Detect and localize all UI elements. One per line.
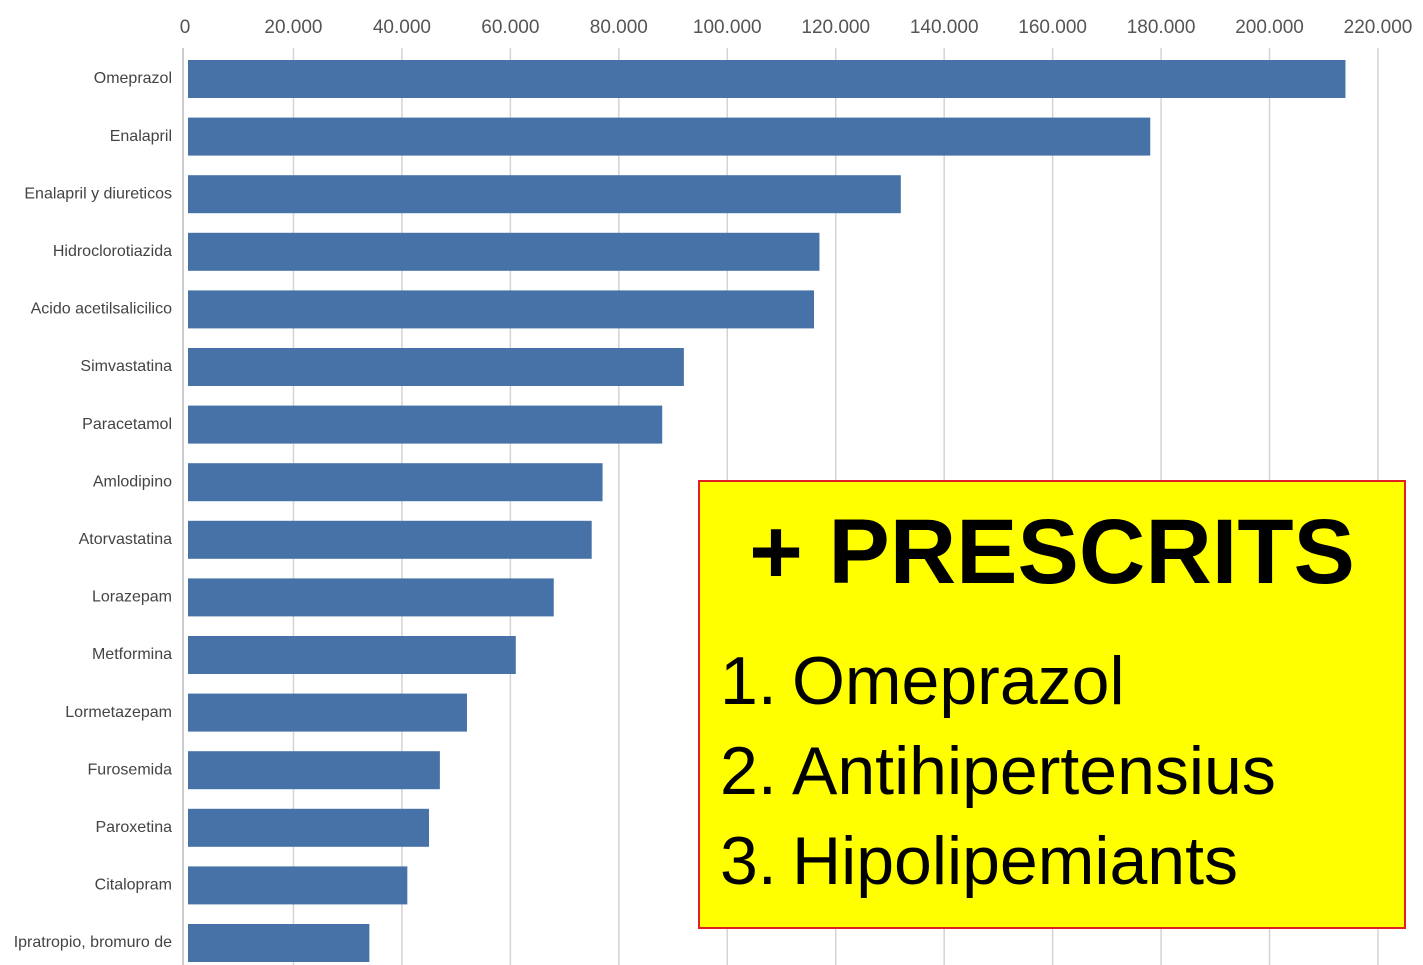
- bar: [188, 578, 554, 617]
- y-tick-label: Enalapril: [110, 128, 172, 145]
- x-tick-label: 80.000: [590, 17, 648, 38]
- annotation-box: + PRESCRITS 1. Omeprazol 2. Antihipertensiu…: [698, 480, 1406, 929]
- x-tick-label: 180.000: [1127, 17, 1196, 38]
- bar: [188, 636, 516, 674]
- bar: [188, 405, 663, 444]
- annotation-item: 2. Antihipertensius: [720, 732, 1276, 810]
- bar: [188, 232, 820, 271]
- bar: [188, 175, 901, 214]
- bar: [188, 348, 684, 386]
- x-tick-label: 0: [180, 17, 191, 38]
- x-tick-label: 60.000: [481, 17, 539, 38]
- x-tick-label: 140.000: [910, 17, 979, 38]
- annotation-item-text: Hipolipemiants: [792, 823, 1238, 899]
- y-tick-label: Metformina: [92, 646, 172, 663]
- annotation-item: 1. Omeprazol: [720, 642, 1125, 720]
- annotation-item-number: 3.: [720, 823, 777, 899]
- x-tick-label: 100.000: [693, 17, 762, 38]
- y-tick-label: Lorazepam: [92, 589, 172, 606]
- y-tick-label: Enalapril y diureticos: [24, 185, 172, 202]
- bar: [188, 924, 370, 962]
- bar: [188, 290, 815, 329]
- y-tick-label: Paracetamol: [82, 416, 172, 433]
- bar: [188, 866, 408, 905]
- y-tick-label: Acido acetilsalicilico: [31, 301, 172, 318]
- annotation-item: 3. Hipolipemiants: [720, 822, 1238, 900]
- y-tick-label: Omeprazol: [94, 70, 172, 87]
- x-tick-label: 120.000: [801, 17, 870, 38]
- annotation-title: + PRESCRITS: [749, 501, 1355, 603]
- x-tick-label: 40.000: [373, 17, 431, 38]
- y-tick-label: Hidroclorotiazida: [53, 243, 172, 260]
- y-tick-label: Ipratropio, bromuro de: [14, 934, 172, 951]
- y-tick-label: Amlodipino: [93, 473, 172, 490]
- annotation-item-text: Omeprazol: [792, 643, 1125, 719]
- y-tick-label: Paroxetina: [96, 819, 173, 836]
- y-tick-label: Citalopram: [95, 877, 172, 894]
- annotation-item-number: 2.: [720, 733, 777, 809]
- annotation-item-number: 1.: [720, 643, 777, 719]
- bar: [188, 520, 592, 559]
- bar: [188, 60, 1346, 98]
- y-tick-label: Furosemida: [88, 761, 173, 778]
- bar: [188, 117, 1151, 156]
- bar: [188, 693, 467, 732]
- x-tick-label: 220.000: [1344, 17, 1413, 38]
- y-tick-label: Simvastatina: [80, 358, 172, 375]
- annotation-item-text: Antihipertensius: [792, 733, 1276, 809]
- y-tick-label: Lormetazepam: [65, 704, 172, 721]
- bar: [188, 463, 603, 502]
- bar: [188, 808, 430, 847]
- x-tick-label: 160.000: [1018, 17, 1087, 38]
- bar: [188, 751, 440, 790]
- y-tick-label: Atorvastatina: [79, 531, 172, 548]
- x-tick-label: 200.000: [1235, 17, 1304, 38]
- x-tick-label: 20.000: [264, 17, 322, 38]
